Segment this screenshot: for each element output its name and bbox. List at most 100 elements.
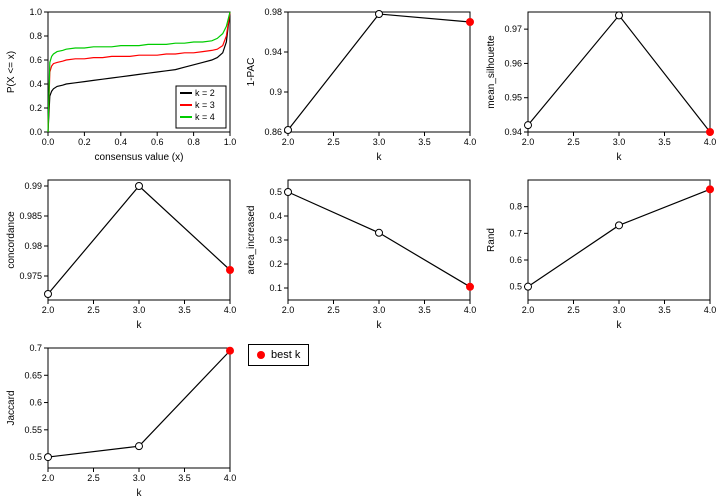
ecdf-svg: 0.00.20.40.60.81.00.00.20.40.60.81.0cons… bbox=[0, 0, 240, 168]
rand-svg: 2.02.53.03.54.00.50.60.70.8kRand bbox=[480, 168, 720, 336]
concordance-point-4 bbox=[227, 267, 234, 274]
svg-text:0.86: 0.86 bbox=[264, 127, 282, 137]
svg-text:3.0: 3.0 bbox=[133, 473, 146, 483]
svg-text:0.4: 0.4 bbox=[29, 79, 42, 89]
y-axis-label: concordance bbox=[6, 211, 17, 269]
y-axis-label: Rand bbox=[486, 228, 497, 252]
svg-text:3.0: 3.0 bbox=[613, 137, 626, 147]
panel-area_increased: 2.02.53.03.54.00.10.20.30.40.5karea_incr… bbox=[240, 168, 480, 336]
svg-text:2.0: 2.0 bbox=[282, 137, 295, 147]
svg-text:0.6: 0.6 bbox=[29, 55, 42, 65]
svg-text:0.5: 0.5 bbox=[269, 187, 282, 197]
svg-text:3.5: 3.5 bbox=[658, 305, 671, 315]
svg-text:2.5: 2.5 bbox=[567, 305, 580, 315]
x-axis-label: k bbox=[137, 488, 143, 499]
svg-text:0.98: 0.98 bbox=[264, 7, 282, 17]
svg-text:0.7: 0.7 bbox=[509, 228, 522, 238]
svg-text:0.94: 0.94 bbox=[504, 127, 522, 137]
x-axis-label: k bbox=[137, 320, 143, 331]
svg-text:k = 2: k = 2 bbox=[195, 88, 215, 98]
panel-ecdf: 0.00.20.40.60.81.00.00.20.40.60.81.0cons… bbox=[0, 0, 240, 168]
svg-text:k = 4: k = 4 bbox=[195, 112, 215, 122]
svg-text:0.8: 0.8 bbox=[187, 137, 200, 147]
svg-text:0.6: 0.6 bbox=[509, 255, 522, 265]
svg-text:2.5: 2.5 bbox=[87, 305, 100, 315]
panel-mean_silhouette: 2.02.53.03.54.00.940.950.960.97kmean_sil… bbox=[480, 0, 720, 168]
jaccard-point-3 bbox=[136, 443, 143, 450]
svg-text:3.5: 3.5 bbox=[178, 305, 191, 315]
svg-text:0.0: 0.0 bbox=[42, 137, 55, 147]
y-axis-label: P(X <= x) bbox=[6, 51, 17, 93]
svg-text:3.5: 3.5 bbox=[418, 305, 431, 315]
best-k-dot-icon bbox=[257, 351, 265, 359]
x-axis-label: k bbox=[377, 320, 383, 331]
svg-text:0.2: 0.2 bbox=[78, 137, 91, 147]
svg-text:3.0: 3.0 bbox=[373, 305, 386, 315]
mean_silhouette-svg: 2.02.53.03.54.00.940.950.960.97kmean_sil… bbox=[480, 0, 720, 168]
svg-text:0.9: 0.9 bbox=[269, 87, 282, 97]
svg-text:k = 3: k = 3 bbox=[195, 100, 215, 110]
svg-text:0.1: 0.1 bbox=[269, 283, 282, 293]
svg-text:0.7: 0.7 bbox=[29, 343, 42, 353]
svg-text:0.2: 0.2 bbox=[269, 259, 282, 269]
svg-text:3.5: 3.5 bbox=[418, 137, 431, 147]
rand-line bbox=[528, 189, 710, 286]
svg-text:0.65: 0.65 bbox=[24, 370, 42, 380]
y-axis-label: 1-PAC bbox=[246, 58, 257, 87]
svg-text:4.0: 4.0 bbox=[704, 137, 717, 147]
svg-text:0.985: 0.985 bbox=[19, 211, 42, 221]
area_increased-svg: 2.02.53.03.54.00.10.20.30.40.5karea_incr… bbox=[240, 168, 480, 336]
concordance-svg: 2.02.53.03.54.00.9750.980.9850.99kconcor… bbox=[0, 168, 240, 336]
jaccard-line bbox=[48, 351, 230, 457]
plot-grid: 0.00.20.40.60.81.00.00.20.40.60.81.0cons… bbox=[0, 0, 720, 504]
svg-text:4.0: 4.0 bbox=[704, 305, 717, 315]
svg-text:0.8: 0.8 bbox=[509, 202, 522, 212]
svg-text:2.5: 2.5 bbox=[567, 137, 580, 147]
svg-text:0.4: 0.4 bbox=[269, 211, 282, 221]
mean_silhouette-point-4 bbox=[707, 129, 714, 136]
svg-text:3.0: 3.0 bbox=[133, 305, 146, 315]
svg-text:2.0: 2.0 bbox=[522, 305, 535, 315]
rand-point-4 bbox=[707, 186, 714, 193]
panel-one_minus_pac: 2.02.53.03.54.00.860.90.940.98k1-PAC bbox=[240, 0, 480, 168]
svg-text:0.94: 0.94 bbox=[264, 47, 282, 57]
svg-text:2.0: 2.0 bbox=[42, 473, 55, 483]
svg-text:0.2: 0.2 bbox=[29, 103, 42, 113]
svg-text:3.5: 3.5 bbox=[658, 137, 671, 147]
area_increased-point-3 bbox=[376, 229, 383, 236]
mean_silhouette-point-2 bbox=[525, 122, 532, 129]
one_minus_pac-line bbox=[288, 14, 470, 130]
one_minus_pac-svg: 2.02.53.03.54.00.860.90.940.98k1-PAC bbox=[240, 0, 480, 168]
x-axis-label: k bbox=[377, 152, 383, 163]
x-axis-label: k bbox=[617, 152, 623, 163]
svg-text:2.5: 2.5 bbox=[87, 473, 100, 483]
svg-text:3.0: 3.0 bbox=[373, 137, 386, 147]
svg-text:3.0: 3.0 bbox=[613, 305, 626, 315]
panel-rand: 2.02.53.03.54.00.50.60.70.8kRand bbox=[480, 168, 720, 336]
svg-text:0.98: 0.98 bbox=[24, 241, 42, 251]
area_increased-line bbox=[288, 192, 470, 287]
svg-text:2.0: 2.0 bbox=[282, 305, 295, 315]
concordance-point-3 bbox=[136, 183, 143, 190]
concordance-line bbox=[48, 186, 230, 294]
panel-bestk_legend: best k bbox=[240, 336, 480, 504]
area_increased-point-2 bbox=[285, 189, 292, 196]
svg-text:3.5: 3.5 bbox=[178, 473, 191, 483]
x-axis-label: k bbox=[617, 320, 623, 331]
svg-text:0.97: 0.97 bbox=[504, 24, 522, 34]
svg-text:2.5: 2.5 bbox=[327, 137, 340, 147]
svg-text:0.8: 0.8 bbox=[29, 31, 42, 41]
svg-text:2.0: 2.0 bbox=[42, 305, 55, 315]
svg-text:0.975: 0.975 bbox=[19, 271, 42, 281]
y-axis-label: mean_silhouette bbox=[486, 35, 497, 109]
svg-text:0.99: 0.99 bbox=[24, 181, 42, 191]
svg-text:0.3: 0.3 bbox=[269, 235, 282, 245]
y-axis-label: area_increased bbox=[246, 206, 257, 275]
one_minus_pac-point-3 bbox=[376, 11, 383, 18]
concordance-point-2 bbox=[45, 291, 52, 298]
rand-point-3 bbox=[616, 222, 623, 229]
svg-text:2.0: 2.0 bbox=[522, 137, 535, 147]
panel-concordance: 2.02.53.03.54.00.9750.980.9850.99kconcor… bbox=[0, 168, 240, 336]
svg-text:0.6: 0.6 bbox=[151, 137, 164, 147]
jaccard-point-4 bbox=[227, 347, 234, 354]
